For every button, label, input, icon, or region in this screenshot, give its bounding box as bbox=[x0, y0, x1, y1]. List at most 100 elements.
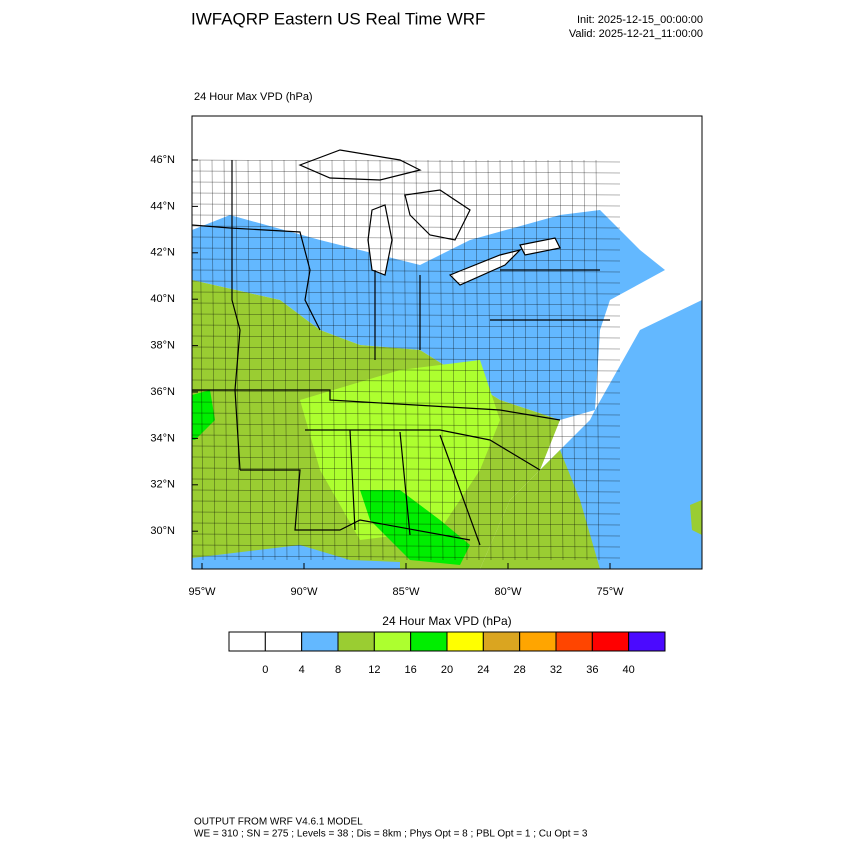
county-line bbox=[192, 522, 621, 526]
county-line bbox=[583, 159, 588, 561]
lat-label: 44°N bbox=[150, 200, 175, 212]
county-line bbox=[223, 159, 228, 561]
county-line bbox=[475, 159, 480, 561]
county-line bbox=[192, 280, 621, 284]
county-line bbox=[192, 181, 621, 185]
county-line bbox=[192, 258, 621, 262]
county-line bbox=[295, 159, 300, 561]
colorbar-label: 24 bbox=[477, 664, 489, 676]
county-line bbox=[559, 159, 564, 561]
county-line bbox=[192, 170, 621, 174]
colorbar-label: 12 bbox=[368, 664, 380, 676]
footer-line-2: WE = 310 ; SN = 275 ; Levels = 38 ; Dis … bbox=[194, 829, 588, 840]
lon-label: 85°W bbox=[392, 586, 420, 598]
valid-time: Valid: 2025-12-21_11:00:00 bbox=[569, 28, 703, 40]
colorbar-title: 24 Hour Max VPD (hPa) bbox=[382, 614, 511, 628]
county-line bbox=[367, 159, 372, 561]
county-line bbox=[192, 313, 621, 317]
county-line bbox=[192, 456, 621, 460]
county-line bbox=[192, 434, 621, 438]
county-line bbox=[535, 159, 540, 561]
land-field bbox=[192, 390, 215, 440]
county-line bbox=[463, 159, 468, 561]
colorbar-box bbox=[628, 631, 666, 652]
county-line bbox=[192, 159, 621, 163]
gulf-field bbox=[192, 545, 400, 569]
axes: 46°N 44°N 42°N 40°N 38°N 36°N 34°N 32°N 30°N 95°W… bbox=[150, 154, 624, 598]
county-line bbox=[235, 159, 240, 561]
county-line bbox=[427, 159, 432, 561]
county-line bbox=[211, 159, 216, 561]
lat-label: 34°N bbox=[150, 432, 175, 444]
county-line bbox=[192, 225, 621, 229]
county-line bbox=[192, 291, 621, 295]
county-line bbox=[199, 159, 204, 561]
colorbar-box bbox=[301, 631, 339, 652]
colorbar-label: 32 bbox=[550, 664, 562, 676]
county-line bbox=[571, 159, 576, 561]
county-line bbox=[403, 159, 408, 561]
lon-label: 95°W bbox=[188, 586, 216, 598]
colorbar: 0 4 8 12 16 20 24 28 32 36 40 bbox=[228, 631, 666, 676]
lat-label: 30°N bbox=[150, 525, 175, 537]
county-line bbox=[192, 445, 621, 449]
county-line bbox=[192, 192, 621, 196]
county-line bbox=[192, 379, 621, 383]
lat-label: 46°N bbox=[150, 154, 175, 166]
county-line bbox=[192, 247, 621, 251]
map-field bbox=[192, 116, 702, 569]
county-line bbox=[192, 302, 621, 306]
county-line bbox=[192, 236, 621, 240]
state-borders bbox=[192, 160, 610, 546]
county-line bbox=[192, 368, 621, 372]
land-field bbox=[300, 360, 500, 540]
county-line bbox=[439, 159, 444, 561]
county-line bbox=[511, 159, 516, 561]
county-line bbox=[192, 544, 621, 548]
ocean-field bbox=[480, 450, 600, 569]
county-line bbox=[192, 412, 621, 416]
colorbar-box bbox=[446, 631, 484, 652]
map-title: 24 Hour Max VPD (hPa) bbox=[194, 91, 313, 103]
colorbar-box bbox=[264, 631, 303, 652]
title: IWFAQRP Eastern US Real Time WRF bbox=[191, 9, 485, 28]
colorbar-box bbox=[228, 631, 266, 652]
footer-line-1: OUTPUT FROM WRF V4.6.1 MODEL bbox=[194, 817, 363, 828]
county-line bbox=[192, 401, 621, 405]
county-line bbox=[192, 533, 621, 537]
county-line bbox=[192, 511, 621, 515]
county-line bbox=[487, 159, 492, 561]
county-line bbox=[391, 159, 396, 561]
lat-label: 42°N bbox=[150, 247, 175, 259]
init-time: Init: 2025-12-15_00:00:00 bbox=[577, 14, 703, 26]
county-line bbox=[451, 159, 456, 561]
county-line bbox=[192, 346, 621, 350]
colorbar-label: 40 bbox=[623, 664, 635, 676]
colorbar-box bbox=[482, 631, 521, 652]
colorbar-box bbox=[519, 631, 557, 652]
county-borders bbox=[192, 159, 621, 561]
colorbar-box bbox=[410, 631, 448, 652]
county-line bbox=[192, 390, 621, 394]
county-line bbox=[283, 159, 288, 561]
county-line bbox=[259, 159, 264, 561]
lat-label: 32°N bbox=[150, 479, 175, 491]
colorbar-label: 4 bbox=[299, 664, 305, 676]
lon-label: 75°W bbox=[596, 586, 624, 598]
county-line bbox=[247, 159, 252, 561]
lon-label: 90°W bbox=[290, 586, 318, 598]
county-line bbox=[547, 159, 552, 561]
colorbar-label: 36 bbox=[586, 664, 598, 676]
colorbar-label: 20 bbox=[441, 664, 453, 676]
county-line bbox=[192, 478, 621, 482]
county-line bbox=[192, 357, 621, 361]
county-line bbox=[192, 500, 621, 504]
colorbar-box bbox=[591, 631, 630, 652]
county-line bbox=[192, 269, 621, 273]
county-line bbox=[271, 159, 276, 561]
county-line bbox=[192, 335, 621, 339]
colorbar-label: 28 bbox=[514, 664, 526, 676]
colorbar-label: 8 bbox=[335, 664, 341, 676]
county-line bbox=[192, 467, 621, 471]
